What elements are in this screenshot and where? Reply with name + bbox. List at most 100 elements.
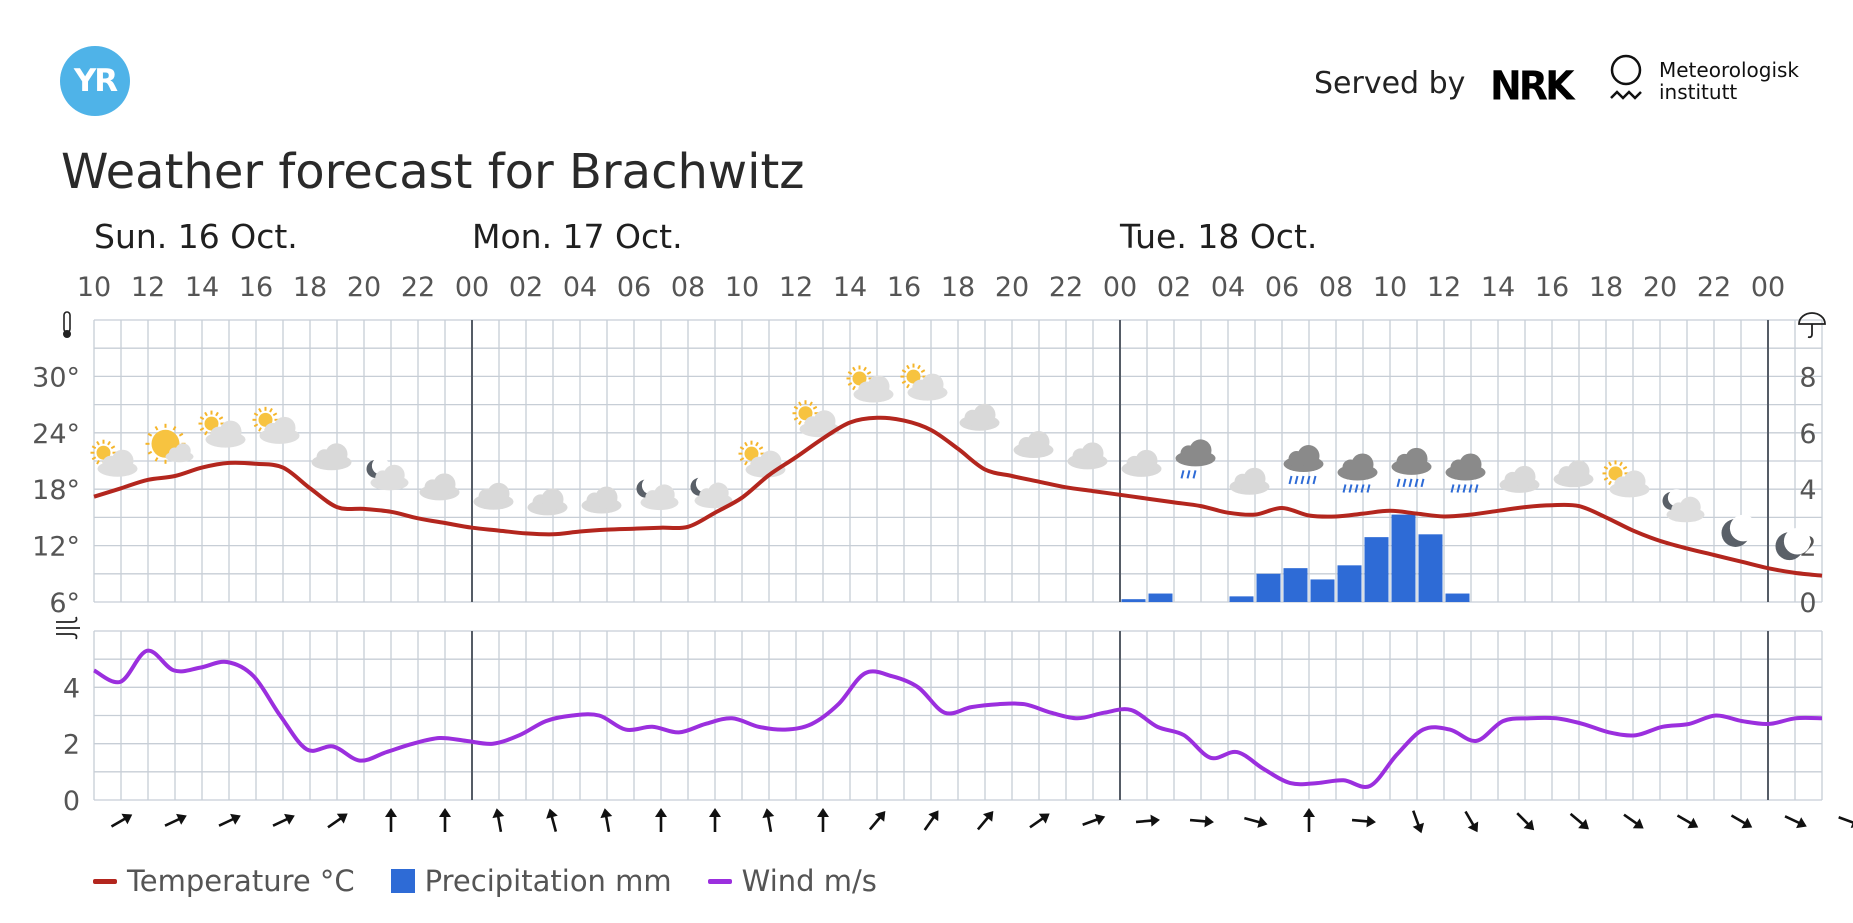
wind-arrow-icon — [546, 808, 558, 832]
rain-icon — [1175, 439, 1216, 479]
wind-arrow-icon — [1082, 813, 1106, 826]
cloudy-icon — [419, 473, 460, 501]
hour-label: 18 — [1589, 272, 1623, 303]
hour-label: 04 — [563, 272, 597, 303]
hour-label: 20 — [995, 272, 1029, 303]
heavy-rain-icon — [1391, 447, 1432, 488]
umbrella-icon — [1798, 312, 1826, 339]
hour-label: 02 — [1157, 272, 1191, 303]
cloudy-icon — [473, 482, 514, 510]
met-logo-text[interactable]: Meteorologisk institutt — [1659, 59, 1799, 103]
hour-label: 20 — [347, 272, 381, 303]
partly-cloudy-day-icon — [1602, 460, 1650, 498]
precipitation-bar — [1148, 593, 1173, 602]
precipitation-bar — [1337, 565, 1362, 602]
legend: Temperature °C Precipitation mm Wind m/s — [93, 864, 913, 898]
night-partly-cloudy-icon — [690, 475, 733, 509]
moon-icon — [1721, 514, 1757, 547]
precipitation-bar — [1256, 573, 1281, 602]
precipitation-bars — [1121, 514, 1470, 602]
hour-label: 06 — [1265, 272, 1299, 303]
cloudy-icon — [1229, 467, 1270, 495]
night-partly-cloudy-icon — [1662, 489, 1705, 523]
wind-arrow-icon — [1189, 815, 1214, 828]
wind-arrow-icon — [1676, 814, 1699, 829]
cloudy-icon — [1013, 431, 1054, 459]
precipitation-bar — [1229, 596, 1254, 602]
hour-label: 18 — [941, 272, 975, 303]
wind-arrow-icon — [1303, 808, 1315, 832]
partly-cloudy-day-icon — [198, 410, 246, 448]
hour-label: 20 — [1643, 272, 1677, 303]
precipitation-bar — [1310, 579, 1335, 602]
hour-label: 14 — [833, 272, 867, 303]
temperature-line — [93, 415, 1823, 578]
y-axis-labels: 6°12°18°24°30°02468024 — [32, 362, 1816, 817]
day-label: Sun. 16 Oct. — [94, 220, 298, 256]
weather-icons — [90, 363, 1811, 561]
wind-arrow-icon — [868, 811, 886, 831]
wind-tick: 0 — [63, 786, 80, 817]
heavy-rain-icon — [1283, 445, 1324, 485]
hour-label: 16 — [239, 272, 273, 303]
moon-icon — [1775, 527, 1811, 561]
hour-label: 16 — [1535, 272, 1569, 303]
day-label: Mon. 17 Oct. — [472, 220, 683, 256]
grid — [93, 319, 1823, 801]
wind-arrow-icon — [272, 813, 295, 827]
wind-arrow-icon — [1730, 814, 1753, 829]
wind-tick: 2 — [63, 730, 80, 761]
hour-label: 18 — [293, 272, 327, 303]
night-partly-cloudy-icon — [636, 476, 679, 511]
precipitation-bar — [1445, 593, 1470, 602]
wind-arrow-icon — [1351, 815, 1376, 828]
nrk-logo[interactable]: NRK — [1490, 62, 1574, 110]
temperature-tick: 18° — [32, 475, 80, 506]
cloudy-icon — [1499, 465, 1540, 493]
partly-sunny-icon — [145, 423, 194, 464]
partly-cloudy-day-icon — [738, 440, 786, 478]
hour-label: 16 — [887, 272, 921, 303]
cloudy-icon — [1121, 449, 1162, 477]
wind-arrow-icon — [923, 810, 939, 831]
yr-logo-text: YR — [73, 63, 118, 99]
wind-tick: 4 — [63, 673, 80, 704]
precipitation-bar — [1364, 537, 1389, 602]
wind-arrow-icon — [1838, 816, 1853, 829]
cloudy-icon — [1553, 460, 1594, 488]
partly-cloudy-day-icon — [846, 365, 894, 403]
temperature-tick: 24° — [32, 419, 80, 450]
wind-arrow-icon — [110, 813, 133, 828]
wind-arrow-icon — [600, 808, 613, 833]
wind-arrow-icon — [817, 808, 829, 832]
cloudy-icon — [311, 443, 352, 471]
yr-logo[interactable]: YR — [60, 46, 130, 116]
wind-arrow-icon — [218, 813, 241, 827]
cloudy-icon — [1067, 442, 1108, 470]
axis-icons — [56, 311, 1826, 640]
met-logo-icon — [1610, 54, 1642, 100]
wind-icon — [56, 616, 80, 640]
served-by-text: Served by — [1314, 66, 1466, 101]
hour-label: 04 — [1211, 272, 1245, 303]
hour-label: 12 — [131, 272, 165, 303]
heavy-rain-icon — [1445, 453, 1486, 493]
precipitation-tick: 8 — [1799, 362, 1816, 393]
wind-arrow-icon — [1569, 812, 1589, 830]
wind-arrow-icon — [439, 808, 451, 832]
partly-cloudy-day-icon — [900, 363, 948, 401]
partly-cloudy-day-icon — [90, 439, 138, 477]
partly-cloudy-day-icon — [252, 406, 300, 444]
met-line-2: institutt — [1659, 80, 1738, 104]
hour-label: 14 — [185, 272, 219, 303]
legend-item: Wind m/s — [707, 864, 877, 898]
cloudy-icon — [527, 488, 568, 516]
hour-label: 00 — [1103, 272, 1137, 303]
wind-arrow-icon — [164, 813, 187, 827]
precipitation-bar — [1121, 599, 1146, 602]
legend-item: Precipitation mm — [390, 864, 672, 898]
temperature-tick: 30° — [32, 362, 80, 393]
wind-arrow-icon — [1412, 810, 1425, 834]
wind-series — [93, 648, 1823, 789]
night-partly-cloudy-icon — [366, 457, 409, 491]
